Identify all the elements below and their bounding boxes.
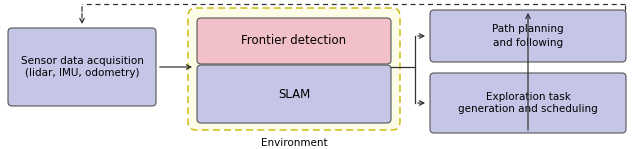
Text: SLAM: SLAM <box>278 87 310 100</box>
FancyBboxPatch shape <box>188 8 400 130</box>
Text: Frontier detection: Frontier detection <box>241 35 347 48</box>
Text: Exploration task: Exploration task <box>486 91 570 101</box>
Text: (lidar, IMU, odometry): (lidar, IMU, odometry) <box>25 69 140 79</box>
FancyBboxPatch shape <box>8 28 156 106</box>
FancyBboxPatch shape <box>197 18 391 64</box>
FancyBboxPatch shape <box>430 73 626 133</box>
Text: generation and scheduling: generation and scheduling <box>458 104 598 114</box>
FancyBboxPatch shape <box>197 65 391 123</box>
FancyBboxPatch shape <box>430 10 626 62</box>
Text: Sensor data acquisition: Sensor data acquisition <box>20 55 143 66</box>
Text: and following: and following <box>493 38 563 48</box>
Text: Environment: Environment <box>260 138 327 148</box>
Text: Path planning: Path planning <box>492 24 564 35</box>
